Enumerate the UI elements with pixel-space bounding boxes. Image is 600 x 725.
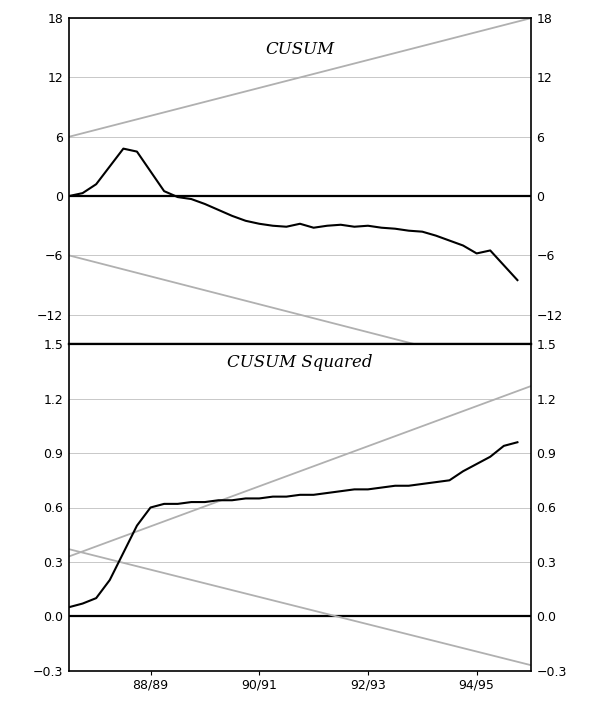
Text: CUSUM: CUSUM bbox=[265, 41, 335, 58]
Text: CUSUM Squared: CUSUM Squared bbox=[227, 355, 373, 371]
